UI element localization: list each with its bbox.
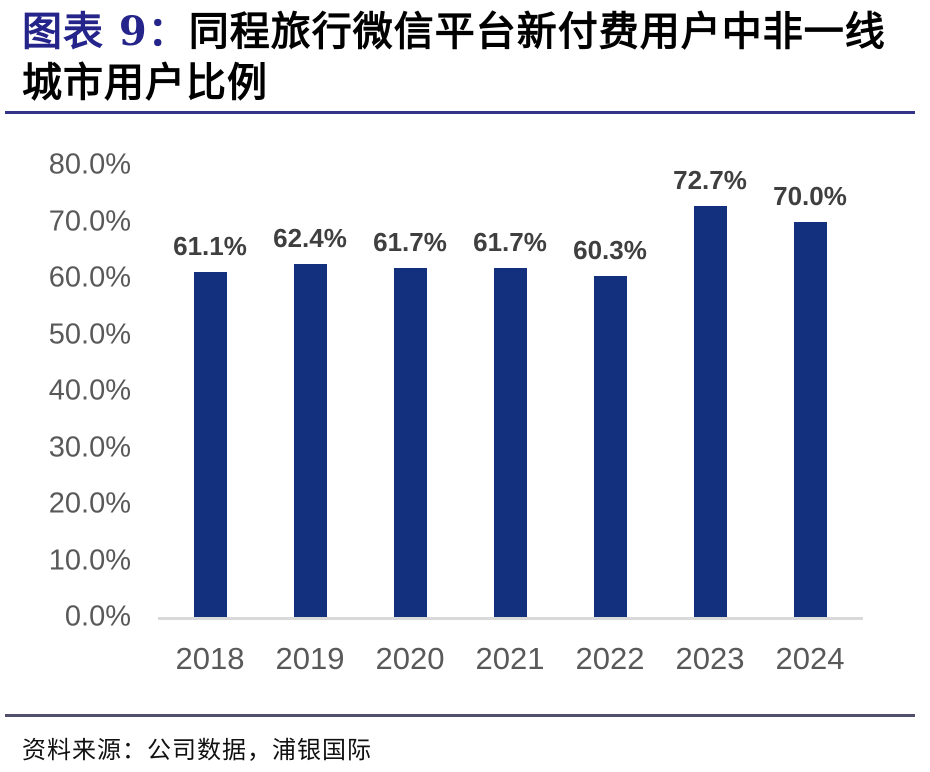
x-axis-label-2021: 2021 <box>475 641 545 676</box>
y-axis-tick-label: 30.0% <box>48 431 131 463</box>
data-label-2019: 62.4% <box>273 223 347 254</box>
title-divider-line <box>5 111 915 114</box>
x-axis-label-2019: 2019 <box>275 641 345 676</box>
bar-2018 <box>193 271 227 617</box>
data-label-2022: 60.3% <box>573 235 647 266</box>
bar-2019 <box>293 264 327 617</box>
x-axis-label-2023: 2023 <box>675 641 745 676</box>
figure-title-text: 同程旅行微信平台新付费用户中非一线城市用户比例 <box>22 8 886 106</box>
bar-2024 <box>793 221 827 617</box>
data-label-2023: 72.7% <box>673 165 747 196</box>
y-axis-tick-labels: 0.0% 10.0% 20.0% 30.0% 40.0% 50.0% 60.0% 70.0% 8… <box>30 149 131 633</box>
source-note: 资料来源：公司数据，浦银国际 <box>22 736 372 764</box>
x-axis-label-2018: 2018 <box>175 641 245 676</box>
x-axis-label-2020: 2020 <box>375 641 445 676</box>
plot-area: 61.1% 2018 62.4% 2019 61.7% 2020 61.7% 2021 60.3… <box>158 165 863 676</box>
x-axis-label-2022: 2022 <box>575 641 645 676</box>
figure-title: 图表 9：同程旅行微信平台新付费用户中非一线城市用户比例 <box>22 6 910 108</box>
bar-chart: 0.0% 10.0% 20.0% 30.0% 40.0% 50.0% 60.0% 70.0% 8… <box>0 149 930 676</box>
y-axis-tick-label: 60.0% <box>48 261 131 294</box>
figure-number-label: 图表 9： <box>22 8 189 55</box>
y-axis-tick-label: 0.0% <box>64 600 131 633</box>
y-axis-tick-label: 50.0% <box>48 318 131 350</box>
data-label-2018: 61.1% <box>173 230 247 261</box>
y-axis-tick-label: 20.0% <box>48 487 131 520</box>
x-axis-label-2024: 2024 <box>775 641 845 676</box>
y-axis-tick-label: 10.0% <box>48 544 131 576</box>
footer-divider-line <box>5 714 915 717</box>
data-label-2021: 61.7% <box>473 227 547 258</box>
y-axis-tick-label: 40.0% <box>48 374 131 407</box>
y-axis-tick-label: 80.0% <box>48 148 131 181</box>
bar-2020 <box>393 268 427 617</box>
x-axis-line <box>158 617 863 620</box>
y-axis-tick-label: 70.0% <box>48 205 131 237</box>
data-label-2020: 61.7% <box>373 227 447 258</box>
bar-2022 <box>593 276 627 617</box>
bar-2021 <box>493 268 527 617</box>
bar-2023 <box>693 206 727 617</box>
data-label-2024: 70.0% <box>773 180 847 211</box>
